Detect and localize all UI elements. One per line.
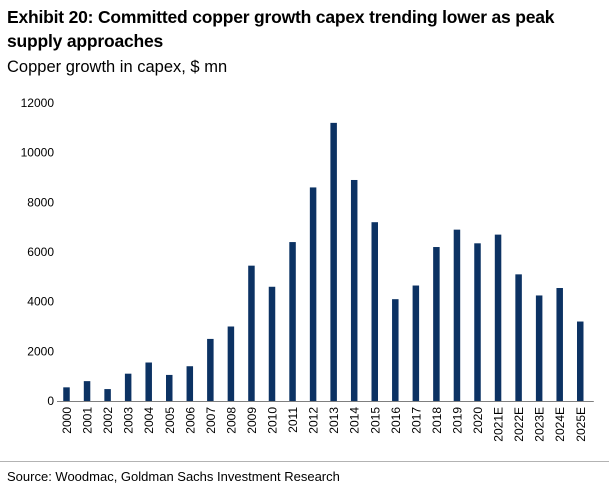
x-tick-label: 2017: [409, 407, 423, 434]
bar-chart: 0 2000 4000 6000 8000 10000 12000 2000 2001 2002…: [21, 96, 594, 442]
x-tick-label: 2021E: [492, 407, 506, 442]
bar-2009: [248, 265, 255, 401]
x-tick-label: 2000: [60, 407, 74, 434]
y-tick-label: 0: [47, 394, 54, 408]
bar-2022E: [515, 274, 522, 401]
bar-2016: [392, 299, 399, 401]
bar-2020: [474, 243, 481, 401]
bar-2024E: [556, 288, 563, 401]
bar-2015: [371, 222, 378, 401]
bar-2017: [412, 285, 420, 401]
bar-2000: [63, 387, 70, 401]
x-tick-label: 2003: [122, 407, 136, 434]
x-tick-label: 2009: [245, 407, 259, 434]
x-tick-label: 2007: [204, 407, 218, 434]
chart-title: Exhibit 20: Committed copper growth cape…: [7, 7, 555, 51]
footer-divider: [0, 461, 609, 462]
x-tick-label: 2014: [348, 407, 362, 434]
x-tick-label: 2012: [307, 407, 321, 434]
bar-2019: [453, 229, 461, 401]
bar-2025E: [577, 321, 584, 401]
x-tick-label: 2016: [389, 407, 403, 434]
y-tick-label: 12000: [21, 96, 55, 110]
x-tick-label: 2025E: [574, 407, 588, 442]
bar-series: [63, 122, 584, 402]
bar-2007: [207, 338, 214, 401]
y-tick-label: 6000: [27, 245, 54, 259]
bar-2014: [350, 179, 358, 401]
y-tick-label: 4000: [27, 295, 54, 309]
bar-2011: [289, 242, 296, 401]
x-tick-label: 2019: [450, 407, 464, 434]
x-tick-label: 2013: [327, 407, 341, 434]
x-tick-label: 2022E: [512, 407, 526, 442]
y-tick-label: 2000: [27, 344, 54, 358]
source-note: Source: Woodmac, Goldman Sachs Investmen…: [7, 469, 340, 484]
x-tick-label: 2011: [286, 407, 300, 433]
chart-subtitle: Copper growth in capex, $ mn: [7, 58, 228, 76]
x-tick-label: 2020: [471, 407, 485, 434]
x-tick-label: 2024E: [553, 407, 567, 442]
x-tick-label: 2001: [81, 407, 95, 434]
y-tick-label: 10000: [21, 146, 55, 160]
bar-2021E: [494, 234, 502, 401]
x-tick-label: 2004: [142, 407, 156, 434]
bar-2013: [330, 122, 337, 402]
x-axis-tick-labels: 2000 2001 2002 2003 2004 2005 2006 2007 2008 2009…: [60, 407, 588, 442]
x-tick-label: 2008: [224, 407, 238, 434]
x-tick-label: 2002: [101, 407, 115, 434]
x-tick-label: 2023E: [533, 407, 547, 442]
y-tick-label: 8000: [27, 195, 54, 209]
bar-2023E: [535, 295, 543, 401]
x-tick-label: 2018: [430, 407, 444, 434]
bar-2018: [433, 247, 440, 401]
x-tick-label: 2015: [368, 407, 382, 434]
bar-2005: [166, 374, 173, 401]
x-tick-label: 2010: [266, 407, 280, 434]
bar-2008: [227, 326, 235, 401]
bar-2006: [186, 366, 194, 401]
bar-2002: [104, 389, 111, 401]
bar-2012: [309, 187, 317, 401]
bar-2010: [268, 286, 276, 401]
bar-2004: [145, 362, 152, 401]
y-axis-tick-labels: 0 2000 4000 6000 8000 10000 12000: [21, 96, 55, 408]
bar-2003: [124, 373, 132, 401]
bar-2001: [83, 381, 91, 401]
x-tick-label: 2005: [163, 407, 177, 434]
x-tick-label: 2006: [183, 407, 197, 434]
